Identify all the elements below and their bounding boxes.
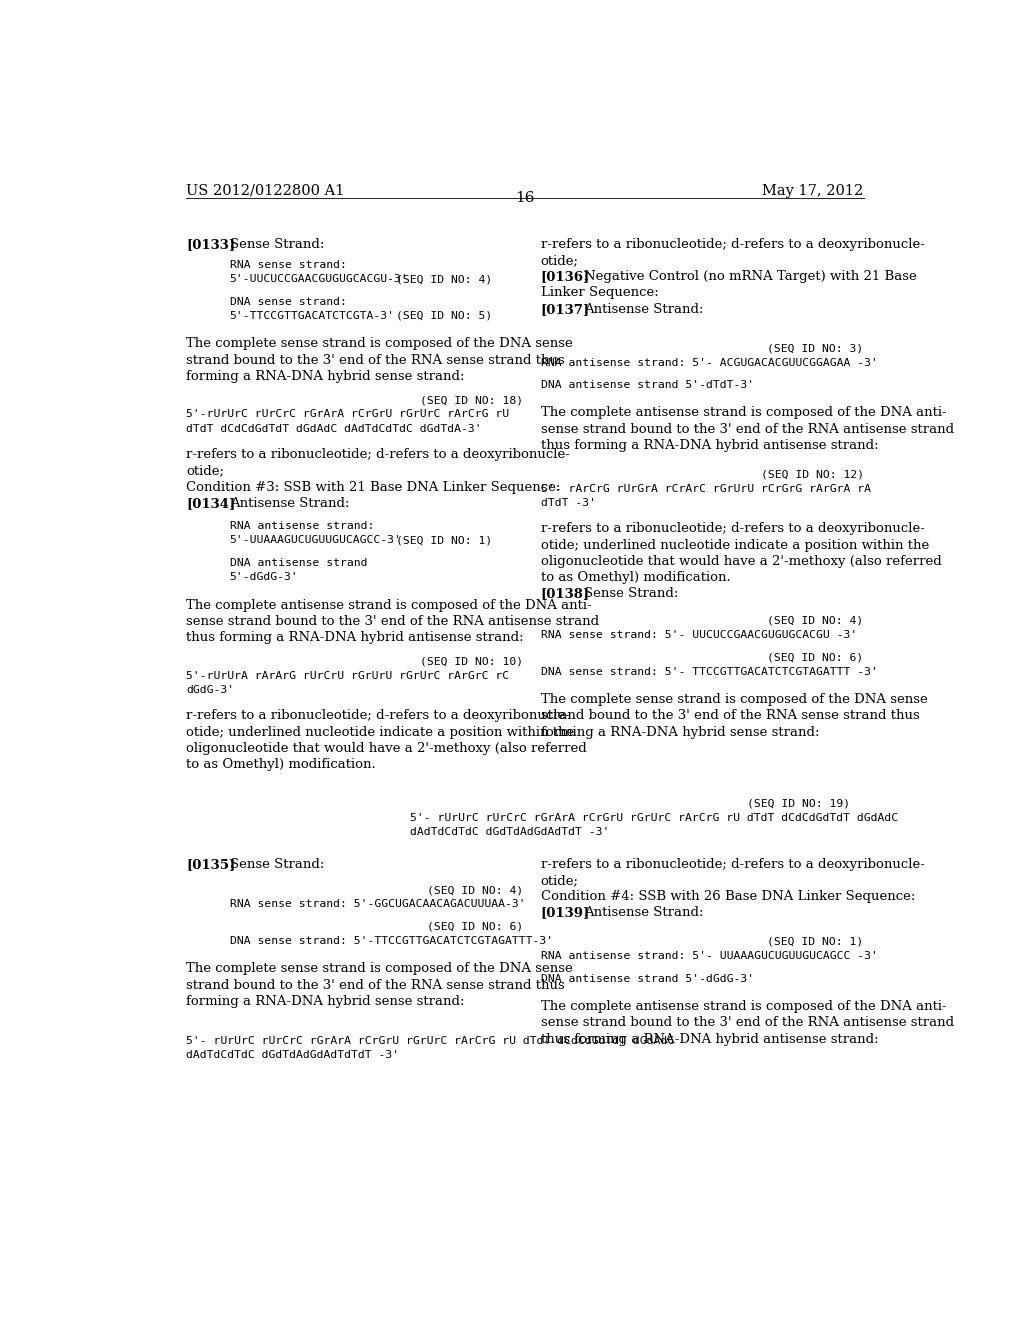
Text: DNA sense strand: 5'-TTCCGTTGACATCTCGTAGATTT-3': DNA sense strand: 5'-TTCCGTTGACATCTCGTAG… — [229, 936, 553, 946]
Text: (SEQ ID NO: 19): (SEQ ID NO: 19) — [748, 799, 850, 809]
Text: Sense Strand:: Sense Strand: — [229, 858, 324, 871]
Text: thus forming a RNA-DNA hybrid antisense strand:: thus forming a RNA-DNA hybrid antisense … — [541, 1032, 879, 1045]
Text: to as Omethyl) modification.: to as Omethyl) modification. — [186, 758, 376, 771]
Text: sense strand bound to the 3' end of the RNA antisense strand: sense strand bound to the 3' end of the … — [541, 422, 953, 436]
Text: [0133]: [0133] — [186, 238, 236, 251]
Text: [0135]: [0135] — [186, 858, 236, 871]
Text: dTdT dCdCdGdTdT dGdAdC dAdTdCdTdC dGdTdA-3': dTdT dCdCdGdTdT dGdAdC dAdTdCdTdC dGdTdA… — [186, 424, 481, 434]
Text: RNA antisense strand: 5'- ACGUGACACGUUCGGAGAA -3': RNA antisense strand: 5'- ACGUGACACGUUCG… — [541, 358, 878, 367]
Text: RNA sense strand: 5'- UUCUCCGAACGUGUGCACGU -3': RNA sense strand: 5'- UUCUCCGAACGUGUGCAC… — [541, 630, 857, 640]
Text: The complete sense strand is composed of the DNA sense: The complete sense strand is composed of… — [186, 962, 572, 975]
Text: r-refers to a ribonucleotide; d-refers to a deoxyribonucle-: r-refers to a ribonucleotide; d-refers t… — [186, 709, 569, 722]
Text: r-refers to a ribonucleotide; d-refers to a deoxyribonucle-: r-refers to a ribonucleotide; d-refers t… — [186, 447, 569, 461]
Text: [0134]: [0134] — [186, 496, 236, 510]
Text: RNA antisense strand: 5'- UUAAAGUCUGUUGUCAGCC -3': RNA antisense strand: 5'- UUAAAGUCUGUUGU… — [541, 952, 878, 961]
Text: oligonucleotide that would have a 2'-methoxy (also referred: oligonucleotide that would have a 2'-met… — [186, 742, 587, 755]
Text: (SEQ ID NO: 1): (SEQ ID NO: 1) — [767, 937, 863, 946]
Text: 5'-rUrUrC rUrCrC rGrArA rCrGrU rGrUrC rArCrG rU: 5'-rUrUrC rUrCrC rGrArA rCrGrU rGrUrC rA… — [186, 409, 509, 420]
Text: (SEQ ID NO: 3): (SEQ ID NO: 3) — [767, 343, 863, 354]
Text: DNA antisense strand 5'-dGdG-3': DNA antisense strand 5'-dGdG-3' — [541, 974, 754, 983]
Text: thus forming a RNA-DNA hybrid antisense strand:: thus forming a RNA-DNA hybrid antisense … — [541, 440, 879, 451]
Text: (SEQ ID NO: 5): (SEQ ID NO: 5) — [396, 312, 493, 321]
Text: [0139]: [0139] — [541, 907, 590, 920]
Text: r-refers to a ribonucleotide; d-refers to a deoxyribonucle-: r-refers to a ribonucleotide; d-refers t… — [541, 858, 925, 871]
Text: Sense Strand:: Sense Strand: — [229, 238, 324, 251]
Text: 5'- rUrUrC rUrCrC rGrArA rCrGrU rGrUrC rArCrG rU dTdT dCdCdGdTdT dGdAdC: 5'- rUrUrC rUrCrC rGrArA rCrGrU rGrUrC r… — [410, 813, 898, 822]
Text: (SEQ ID NO: 4): (SEQ ID NO: 4) — [767, 616, 863, 626]
Text: strand bound to the 3' end of the RNA sense strand thus: strand bound to the 3' end of the RNA se… — [186, 978, 564, 991]
Text: otide;: otide; — [541, 253, 579, 267]
Text: Linker Sequence:: Linker Sequence: — [541, 286, 658, 300]
Text: to as Omethyl) modification.: to as Omethyl) modification. — [541, 572, 730, 583]
Text: forming a RNA-DNA hybrid sense strand:: forming a RNA-DNA hybrid sense strand: — [186, 370, 465, 383]
Text: [0136]: [0136] — [541, 271, 590, 284]
Text: DNA antisense strand: DNA antisense strand — [229, 558, 367, 568]
Text: 5'-UUCUCCGAACGUGUGCACGU-3': 5'-UUCUCCGAACGUGUGCACGU-3' — [229, 275, 409, 284]
Text: RNA antisense strand:: RNA antisense strand: — [229, 521, 374, 531]
Text: thus forming a RNA-DNA hybrid antisense strand:: thus forming a RNA-DNA hybrid antisense … — [186, 631, 523, 644]
Text: 5'-dGdG-3': 5'-dGdG-3' — [229, 572, 298, 582]
Text: RNA sense strand:: RNA sense strand: — [229, 260, 346, 271]
Text: otide; underlined nucleotide indicate a position within the: otide; underlined nucleotide indicate a … — [186, 726, 574, 739]
Text: [0138]: [0138] — [541, 587, 590, 601]
Text: dAdTdCdTdC dGdTdAdGdAdTdTdT -3': dAdTdCdTdC dGdTdAdGdAdTdTdT -3' — [186, 1049, 399, 1060]
Text: forming a RNA-DNA hybrid sense strand:: forming a RNA-DNA hybrid sense strand: — [541, 726, 819, 739]
Text: [0137]: [0137] — [541, 302, 590, 315]
Text: strand bound to the 3' end of the RNA sense strand thus: strand bound to the 3' end of the RNA se… — [541, 709, 920, 722]
Text: Sense Strand:: Sense Strand: — [585, 587, 679, 601]
Text: 5'- rUrUrC rUrCrC rGrArA rCrGrU rGrUrC rArCrG rU dTdT dCdCdGdTdT dGdAdC: 5'- rUrUrC rUrCrC rGrArA rCrGrU rGrUrC r… — [186, 1036, 674, 1045]
Text: dAdTdCdTdC dGdTdAdGdAdTdT -3': dAdTdCdTdC dGdTdAdGdAdTdT -3' — [410, 828, 609, 837]
Text: 16: 16 — [515, 191, 535, 205]
Text: r-refers to a ribonucleotide; d-refers to a deoxyribonucle-: r-refers to a ribonucleotide; d-refers t… — [541, 523, 925, 536]
Text: Antisense Strand:: Antisense Strand: — [229, 496, 349, 510]
Text: US 2012/0122800 A1: US 2012/0122800 A1 — [186, 183, 344, 198]
Text: Antisense Strand:: Antisense Strand: — [585, 302, 703, 315]
Text: (SEQ ID NO: 6): (SEQ ID NO: 6) — [427, 921, 523, 932]
Text: The complete sense strand is composed of the DNA sense: The complete sense strand is composed of… — [186, 338, 572, 350]
Text: sense strand bound to the 3' end of the RNA antisense strand: sense strand bound to the 3' end of the … — [541, 1016, 953, 1030]
Text: DNA antisense strand 5'-dTdT-3': DNA antisense strand 5'-dTdT-3' — [541, 380, 754, 389]
Text: RNA sense strand: 5'-GGCUGACAACAGACUUUAA-3': RNA sense strand: 5'-GGCUGACAACAGACUUUAA… — [229, 899, 525, 909]
Text: The complete antisense strand is composed of the DNA anti-: The complete antisense strand is compose… — [541, 407, 946, 420]
Text: dGdG-3': dGdG-3' — [186, 685, 234, 694]
Text: DNA sense strand: 5'- TTCCGTTGACATCTCGTAGATTT -3': DNA sense strand: 5'- TTCCGTTGACATCTCGTA… — [541, 667, 878, 677]
Text: 5'- rArCrG rUrGrA rCrArC rGrUrU rCrGrG rArGrA rA: 5'- rArCrG rUrGrA rCrArC rGrUrU rCrGrG r… — [541, 483, 870, 494]
Text: forming a RNA-DNA hybrid sense strand:: forming a RNA-DNA hybrid sense strand: — [186, 995, 465, 1008]
Text: 5'-UUAAAGUCUGUUGUCAGCC-3': 5'-UUAAAGUCUGUUGUCAGCC-3' — [229, 536, 401, 545]
Text: (SEQ ID NO: 18): (SEQ ID NO: 18) — [420, 395, 523, 405]
Text: (SEQ ID NO: 12): (SEQ ID NO: 12) — [761, 470, 863, 479]
Text: The complete antisense strand is composed of the DNA anti-: The complete antisense strand is compose… — [186, 598, 592, 611]
Text: (SEQ ID NO: 1): (SEQ ID NO: 1) — [396, 536, 493, 545]
Text: Antisense Strand:: Antisense Strand: — [585, 907, 703, 920]
Text: Negative Control (no mRNA Target) with 21 Base: Negative Control (no mRNA Target) with 2… — [585, 271, 918, 284]
Text: oligonucleotide that would have a 2'-methoxy (also referred: oligonucleotide that would have a 2'-met… — [541, 554, 941, 568]
Text: otide;: otide; — [541, 874, 579, 887]
Text: otide; underlined nucleotide indicate a position within the: otide; underlined nucleotide indicate a … — [541, 539, 929, 552]
Text: strand bound to the 3' end of the RNA sense strand thus: strand bound to the 3' end of the RNA se… — [186, 354, 564, 367]
Text: otide;: otide; — [186, 465, 224, 478]
Text: DNA sense strand:: DNA sense strand: — [229, 297, 346, 306]
Text: May 17, 2012: May 17, 2012 — [763, 183, 863, 198]
Text: The complete antisense strand is composed of the DNA anti-: The complete antisense strand is compose… — [541, 1001, 946, 1012]
Text: Condition #4: SSB with 26 Base DNA Linker Sequence:: Condition #4: SSB with 26 Base DNA Linke… — [541, 890, 915, 903]
Text: (SEQ ID NO: 6): (SEQ ID NO: 6) — [767, 652, 863, 663]
Text: (SEQ ID NO: 4): (SEQ ID NO: 4) — [396, 275, 493, 284]
Text: Condition #3: SSB with 21 Base DNA Linker Sequence:: Condition #3: SSB with 21 Base DNA Linke… — [186, 480, 560, 494]
Text: dTdT -3': dTdT -3' — [541, 498, 596, 508]
Text: r-refers to a ribonucleotide; d-refers to a deoxyribonucle-: r-refers to a ribonucleotide; d-refers t… — [541, 238, 925, 251]
Text: 5'-rUrUrA rArArG rUrCrU rGrUrU rGrUrC rArGrC rC: 5'-rUrUrA rArArG rUrCrU rGrUrU rGrUrC rA… — [186, 671, 509, 681]
Text: (SEQ ID NO: 10): (SEQ ID NO: 10) — [420, 656, 523, 667]
Text: (SEQ ID NO: 4): (SEQ ID NO: 4) — [427, 886, 523, 895]
Text: The complete sense strand is composed of the DNA sense: The complete sense strand is composed of… — [541, 693, 928, 706]
Text: 5'-TTCCGTTGACATCTCGTA-3': 5'-TTCCGTTGACATCTCGTA-3' — [229, 312, 394, 321]
Text: sense strand bound to the 3' end of the RNA antisense strand: sense strand bound to the 3' end of the … — [186, 615, 599, 628]
